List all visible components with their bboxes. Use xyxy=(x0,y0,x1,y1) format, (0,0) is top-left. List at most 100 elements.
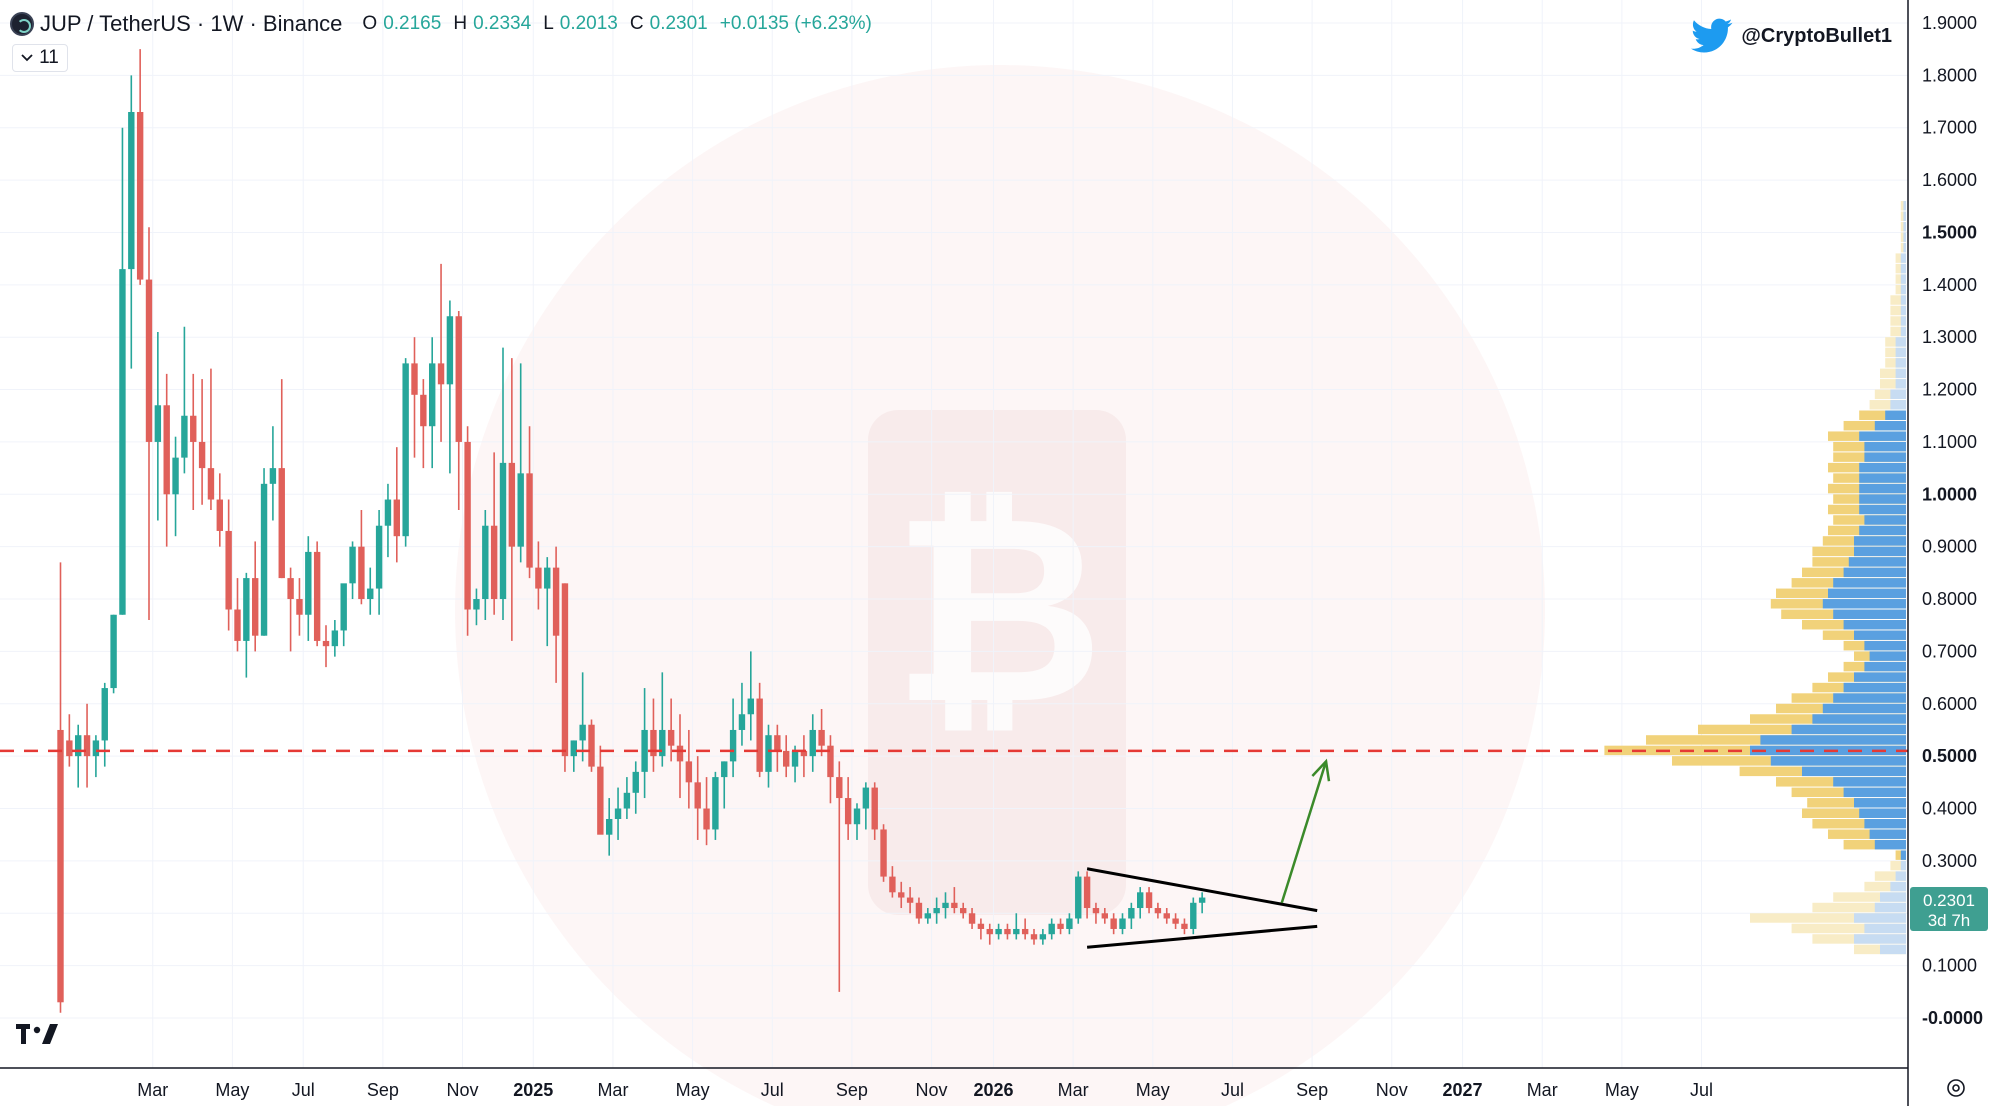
candle-body xyxy=(703,808,710,830)
volume-profile-bar-sell xyxy=(1828,829,1906,839)
price-tick-label: 0.5000 xyxy=(1922,746,1977,766)
triangle-upper-trendline[interactable] xyxy=(1086,867,1318,913)
drawing-overlays xyxy=(0,749,1908,949)
volume-profile-bar-sell xyxy=(1791,923,1906,934)
candle-body xyxy=(721,761,728,778)
volume-profile-bar-buy xyxy=(1833,578,1906,588)
volume-profile-bar-buy xyxy=(1880,892,1906,902)
indicators-toggle-button[interactable]: 11 xyxy=(12,44,68,72)
volume-profile-bar-buy xyxy=(1854,934,1906,944)
candle-body xyxy=(269,468,277,484)
price-tick-label: 1.6000 xyxy=(1922,170,1977,190)
volume-profile-bar-sell xyxy=(1750,913,1906,923)
candle-body xyxy=(614,808,622,819)
price-tick-label: 0.4000 xyxy=(1922,799,1977,819)
candle-body xyxy=(641,729,648,772)
candle-body xyxy=(322,640,330,647)
candle-body xyxy=(420,394,427,427)
time-tick-label: Nov xyxy=(446,1080,478,1100)
indicators-count: 11 xyxy=(39,47,59,68)
candle-body xyxy=(809,729,816,757)
symbol-title[interactable]: JUP / TetherUS · 1W · Binance xyxy=(40,11,343,36)
candle-body xyxy=(951,902,958,909)
volume-profile-bar-buy xyxy=(1900,253,1906,263)
candle-body xyxy=(154,405,162,442)
price-tick-label: 1.4000 xyxy=(1922,275,1977,295)
candle-body xyxy=(145,279,153,442)
price-tick-label: 0.6000 xyxy=(1922,694,1977,714)
open-label: O xyxy=(362,13,378,34)
volume-profile-bar-buy xyxy=(1895,379,1906,389)
volume-profile-bar-buy xyxy=(1864,441,1906,452)
candle-body xyxy=(862,787,870,809)
volume-profile-bar-buy xyxy=(1900,305,1906,316)
candle-body xyxy=(92,740,100,757)
candle-body xyxy=(464,441,471,610)
volume-profile-bar-buy xyxy=(1874,902,1906,913)
volume-profile-bar-buy xyxy=(1890,389,1906,400)
candle-body xyxy=(367,588,374,600)
candle-body xyxy=(906,897,914,903)
volume-profile-bar-buy xyxy=(1859,525,1906,536)
time-tick-label: Sep xyxy=(836,1080,868,1100)
triangle-lower-trendline[interactable] xyxy=(1086,924,1318,949)
volume-profile-bar-buy xyxy=(1843,567,1906,578)
candle-body xyxy=(694,782,701,809)
volume-profile-bar-buy xyxy=(1864,818,1906,829)
time-tick-label: 2026 xyxy=(973,1080,1013,1100)
volume-profile-bar-sell xyxy=(1812,818,1906,829)
volume-profile-bar-buy xyxy=(1864,640,1906,651)
tradingview-logo-icon[interactable] xyxy=(16,1022,60,1048)
volume-profile-bar-buy xyxy=(1859,494,1906,504)
candle-body xyxy=(588,724,595,767)
price-axis[interactable]: 1.9000 1.8000 1.7000 1.6000 1.5000 1.4000 1.30… xyxy=(1922,13,1983,1028)
candle-body xyxy=(375,525,383,589)
price-tick-label: -0.0000 xyxy=(1922,1008,1983,1028)
price-tick-label: 1.5000 xyxy=(1922,222,1977,242)
volume-profile-bar-buy xyxy=(1833,609,1906,619)
volume-profile-bar-buy xyxy=(1833,693,1906,703)
volume-profile-bar-buy xyxy=(1843,787,1906,798)
candle-body xyxy=(632,771,639,793)
candle-body xyxy=(128,111,135,270)
candle-body xyxy=(75,735,82,757)
volume-profile-bar-buy xyxy=(1859,473,1906,483)
candle-body xyxy=(508,462,516,547)
price-tick-label: 1.9000 xyxy=(1922,13,1977,33)
volume-profile-bar-buy xyxy=(1880,944,1906,955)
candle-body xyxy=(791,750,799,767)
time-axis[interactable]: Mar May Jul Sep Nov 2025 Mar May Jul Sep Nov 2026 Ma… xyxy=(137,1080,1713,1100)
settings-icon[interactable] xyxy=(1944,1076,1968,1100)
candle-body xyxy=(915,902,923,919)
volume-profile-bar-buy xyxy=(1770,756,1906,766)
candle-body xyxy=(225,530,232,610)
volume-profile-bar-buy xyxy=(1791,724,1906,735)
volume-profile-bar-buy xyxy=(1854,798,1906,808)
volume-profile-bar-buy xyxy=(1900,860,1906,871)
volume-profile-bar-buy xyxy=(1854,913,1906,923)
volume-profile-bar-sell xyxy=(1802,808,1906,818)
breakout-arrow[interactable] xyxy=(1280,761,1328,904)
candle-body xyxy=(623,792,631,809)
author-handle: @CryptoBullet1 xyxy=(1741,24,1892,47)
candle-body xyxy=(606,818,613,835)
candle-body xyxy=(818,729,825,746)
candle-body xyxy=(172,457,179,495)
candle-body xyxy=(544,567,551,589)
candle-body xyxy=(774,735,781,751)
time-tick-label: 2027 xyxy=(1443,1080,1483,1100)
time-tick-label: May xyxy=(676,1080,710,1100)
candle-body xyxy=(898,892,905,898)
time-tick-label: Jul xyxy=(1221,1080,1244,1100)
time-tick-label: Jul xyxy=(761,1080,784,1100)
volume-profile xyxy=(1604,201,1906,955)
close-label: C xyxy=(629,13,644,34)
volume-profile-bar-buy xyxy=(1903,221,1906,232)
time-tick-label: May xyxy=(1605,1080,1639,1100)
volume-profile-bar-buy xyxy=(1895,337,1906,347)
volume-profile-bar-buy xyxy=(1864,661,1906,672)
time-tick-label: Mar xyxy=(597,1080,628,1100)
candle-body xyxy=(358,546,365,600)
